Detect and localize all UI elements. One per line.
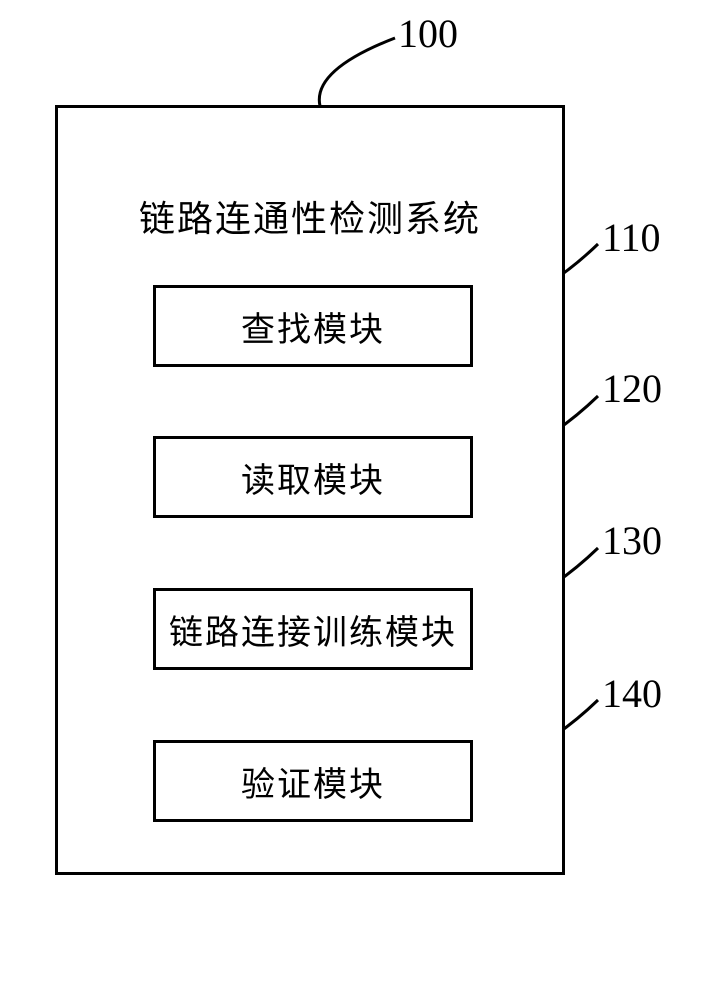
module-box-search: 查找模块 [153,285,473,367]
module-ref-label: 110 [602,214,661,261]
module-ref-label: 120 [602,365,662,412]
system-title: 链路连通性检测系统 [58,190,562,242]
module-box-read: 读取模块 [153,436,473,518]
module-label: 链路连接训练模块 [169,605,457,654]
module-ref-label: 140 [602,670,662,717]
module-label: 验证模块 [241,757,385,806]
module-box-verify: 验证模块 [153,740,473,822]
module-ref-label: 130 [602,517,662,564]
container-ref-label: 100 [398,10,458,57]
system-container: 链路连通性检测系统 查找模块 读取模块 链路连接训练模块 验证模块 [55,105,565,875]
module-box-link-training: 链路连接训练模块 [153,588,473,670]
module-label: 查找模块 [241,302,385,351]
module-label: 读取模块 [241,453,385,502]
